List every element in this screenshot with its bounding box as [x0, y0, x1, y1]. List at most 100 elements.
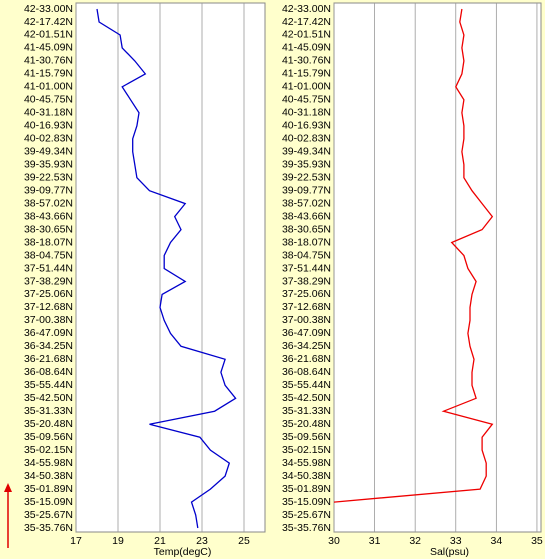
y-tick-label: 37-51.44N: [24, 262, 73, 274]
y-tick-label: 35-31.33N: [282, 405, 331, 417]
y-tick-label: 37-38.29N: [24, 275, 73, 287]
y-tick-label: 42-33.00N: [24, 3, 73, 15]
y-tick-label: 36-34.25N: [24, 340, 73, 352]
y-tick-label: 42-33.00N: [282, 3, 331, 15]
y-tick-label: 39-35.93N: [24, 158, 73, 170]
y-tick-label: 34-55.98N: [24, 457, 73, 469]
y-tick-label: 37-00.38N: [282, 314, 331, 326]
y-tick-label: 41-30.76N: [24, 55, 73, 67]
y-tick-label: 39-49.34N: [282, 146, 331, 158]
y-tick-label: 38-18.07N: [282, 236, 331, 248]
x-tick-label: 34: [491, 535, 503, 547]
y-tick-label: 39-22.53N: [24, 171, 73, 183]
y-tick-label: 35-25.67N: [24, 509, 73, 521]
y-tick-label: 36-21.68N: [24, 353, 73, 365]
y-tick-label: 36-08.64N: [24, 366, 73, 378]
y-tick-label: 40-45.75N: [24, 94, 73, 106]
x-tick-label: 21: [154, 535, 166, 547]
y-tick-label: 40-16.93N: [282, 120, 331, 132]
y-tick-label: 42-01.51N: [282, 29, 331, 41]
y-tick-label: 35-20.48N: [282, 418, 331, 430]
x-tick-label: 23: [196, 535, 208, 547]
x-tick-label: 33: [450, 535, 462, 547]
y-tick-label: 35-09.56N: [282, 431, 331, 443]
y-tick-label: 40-16.93N: [24, 120, 73, 132]
y-tick-label: 38-57.02N: [24, 197, 73, 209]
y-tick-label: 36-21.68N: [282, 353, 331, 365]
y-tick-label: 41-45.09N: [282, 42, 331, 54]
y-tick-label: 38-30.65N: [282, 223, 331, 235]
y-tick-label: 35-55.44N: [24, 379, 73, 391]
y-tick-label: 35-01.89N: [282, 483, 331, 495]
y-tick-label: 35-15.09N: [282, 496, 331, 508]
y-tick-label: 39-09.77N: [282, 184, 331, 196]
y-tick-label: 35-01.89N: [24, 483, 73, 495]
y-tick-label: 41-01.00N: [24, 81, 73, 93]
y-tick-label: 35-25.67N: [282, 509, 331, 521]
y-tick-label: 35-09.56N: [24, 431, 73, 443]
y-tick-label: 35-20.48N: [24, 418, 73, 430]
y-tick-label: 38-30.65N: [24, 223, 73, 235]
y-tick-label: 34-55.98N: [282, 457, 331, 469]
x-tick-label: 25: [238, 535, 250, 547]
y-tick-label: 38-43.66N: [282, 210, 331, 222]
y-tick-label: 40-31.18N: [282, 107, 331, 119]
y-tick-label: 42-01.51N: [24, 29, 73, 41]
y-tick-label: 35-55.44N: [282, 379, 331, 391]
x-tick-label: 35: [531, 535, 543, 547]
y-tick-label: 37-12.68N: [282, 301, 331, 313]
y-tick-label: 38-18.07N: [24, 236, 73, 248]
y-tick-label: 41-15.79N: [24, 68, 73, 80]
y-tick-label: 38-57.02N: [282, 197, 331, 209]
y-tick-label: 37-51.44N: [282, 262, 331, 274]
y-tick-label: 40-02.83N: [24, 133, 73, 145]
y-tick-label: 37-12.68N: [24, 301, 73, 313]
y-tick-label: 40-45.75N: [282, 94, 331, 106]
y-tick-label: 36-47.09N: [282, 327, 331, 339]
y-tick-label: 35-35.76N: [24, 522, 73, 534]
x-tick-label: 17: [70, 535, 82, 547]
y-tick-label: 40-02.83N: [282, 133, 331, 145]
y-tick-label: 36-47.09N: [24, 327, 73, 339]
data-line: [333, 8, 494, 503]
y-tick-label: 35-02.15N: [24, 444, 73, 456]
y-tick-label: 38-43.66N: [24, 210, 73, 222]
y-tick-label: 42-17.42N: [24, 16, 73, 28]
y-tick-label: 38-04.75N: [282, 249, 331, 261]
y-tick-label: 35-42.50N: [24, 392, 73, 404]
y-tick-label: 39-35.93N: [282, 158, 331, 170]
y-tick-label: 35-02.15N: [282, 444, 331, 456]
y-tick-label: 38-04.75N: [24, 249, 73, 261]
y-tick-label: 41-01.00N: [282, 81, 331, 93]
y-tick-label: 39-22.53N: [282, 171, 331, 183]
data-line: [96, 8, 237, 529]
x-axis-label: Temp(degC): [154, 546, 212, 558]
y-tick-label: 35-42.50N: [282, 392, 331, 404]
plot-area: [75, 2, 266, 533]
y-tick-label: 41-30.76N: [282, 55, 331, 67]
y-tick-label: 40-31.18N: [24, 107, 73, 119]
y-tick-label: 37-38.29N: [282, 275, 331, 287]
y-tick-label: 37-25.06N: [24, 288, 73, 300]
y-tick-label: 36-34.25N: [282, 340, 331, 352]
y-tick-label: 37-00.38N: [24, 314, 73, 326]
y-tick-label: 35-35.76N: [282, 522, 331, 534]
y-tick-label: 36-08.64N: [282, 366, 331, 378]
x-tick-label: 32: [409, 535, 421, 547]
y-tick-label: 41-45.09N: [24, 42, 73, 54]
y-tick-label: 41-15.79N: [282, 68, 331, 80]
y-tick-label: 39-09.77N: [24, 184, 73, 196]
x-tick-label: 30: [328, 535, 340, 547]
y-tick-label: 35-31.33N: [24, 405, 73, 417]
y-tick-label: 37-25.06N: [282, 288, 331, 300]
y-tick-label: 39-49.34N: [24, 146, 73, 158]
plot-area: [333, 2, 542, 533]
y-tick-label: 42-17.42N: [282, 16, 331, 28]
y-tick-label: 34-50.38N: [282, 470, 331, 482]
y-tick-label: 35-15.09N: [24, 496, 73, 508]
x-axis-label: Sal(psu): [430, 546, 469, 558]
x-tick-label: 31: [369, 535, 381, 547]
y-tick-label: 34-50.38N: [24, 470, 73, 482]
x-tick-label: 19: [112, 535, 124, 547]
